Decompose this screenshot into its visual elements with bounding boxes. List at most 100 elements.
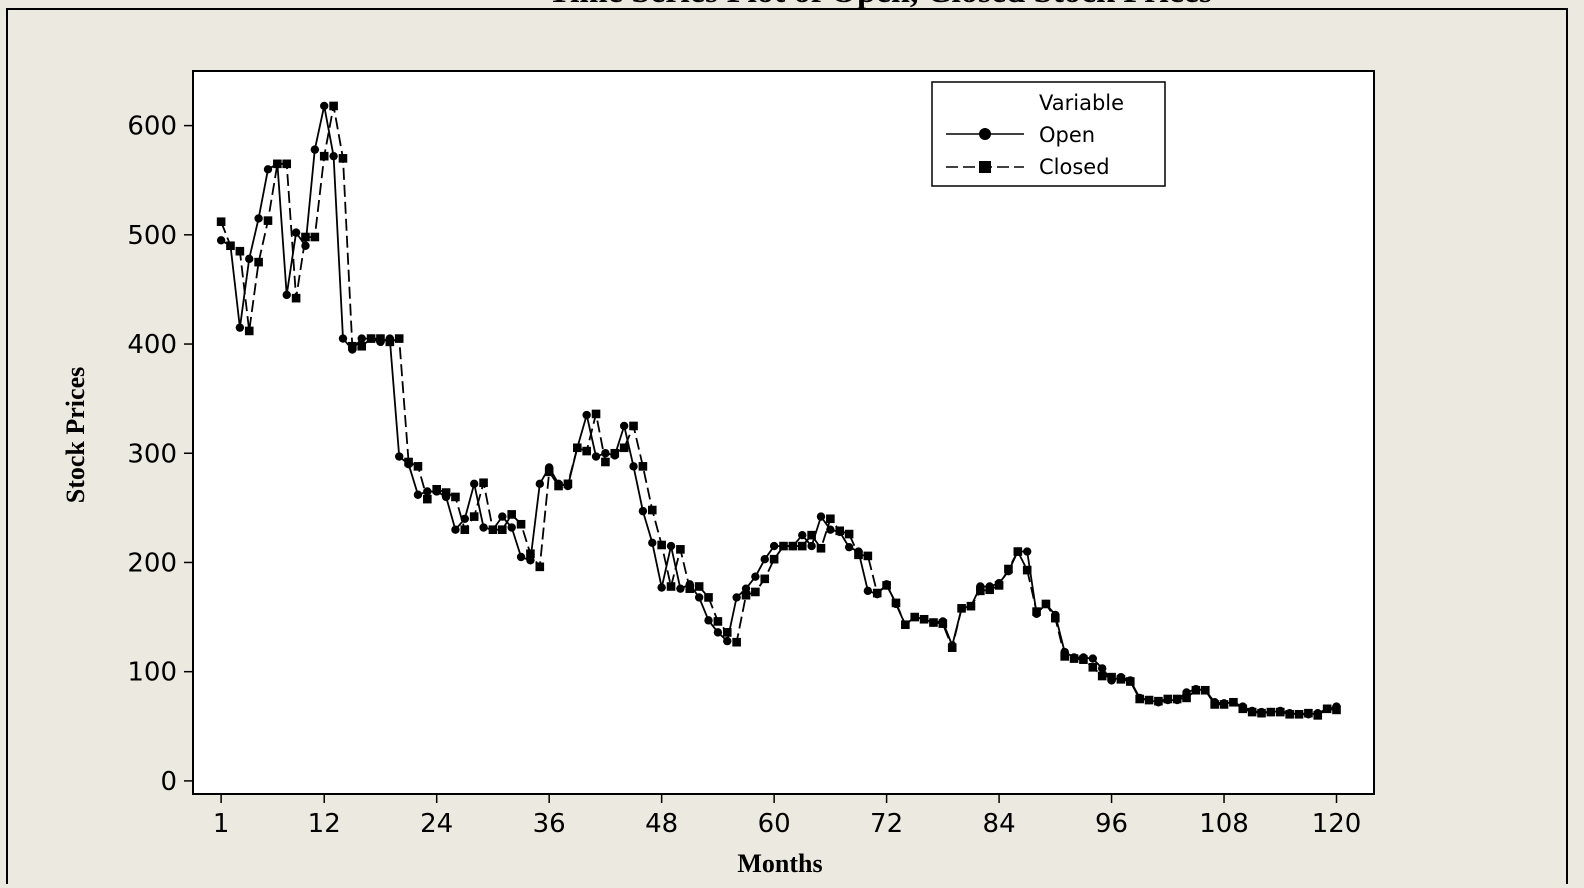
- data-point-closed: [863, 551, 873, 561]
- data-point-open: [254, 214, 263, 223]
- data-point-closed: [732, 637, 741, 647]
- y-tick-label: 300: [127, 439, 177, 469]
- data-point-open: [320, 101, 329, 111]
- data-point-closed: [366, 334, 376, 343]
- data-point-closed: [1022, 565, 1032, 575]
- x-tick-label: 36: [533, 809, 566, 839]
- data-point-closed: [535, 562, 545, 572]
- data-point-closed: [1322, 704, 1332, 714]
- data-point-closed: [1247, 707, 1257, 717]
- data-point-open: [395, 452, 404, 461]
- data-point-closed: [423, 494, 432, 504]
- data-point-closed: [676, 545, 685, 554]
- data-point-open: [704, 616, 713, 625]
- data-point-closed: [901, 620, 910, 630]
- data-point-open: [338, 334, 348, 343]
- data-point-closed: [1332, 705, 1341, 715]
- data-point-open: [826, 525, 835, 534]
- y-tick-label: 400: [127, 330, 177, 360]
- data-point-open: [507, 523, 516, 532]
- data-point-open: [807, 541, 816, 551]
- data-point-closed: [1013, 547, 1023, 556]
- data-point-open: [1097, 664, 1107, 673]
- data-point-closed: [1079, 655, 1088, 664]
- data-point-open: [423, 487, 432, 496]
- data-point-closed: [310, 232, 320, 242]
- data-point-closed: [1182, 693, 1191, 703]
- data-point-closed: [713, 617, 723, 626]
- data-point-closed: [919, 614, 929, 624]
- legend-entry-closed: Closed: [1039, 155, 1110, 179]
- data-point-closed: [1219, 700, 1229, 709]
- data-point-closed: [751, 587, 760, 597]
- data-point-closed: [1313, 711, 1323, 720]
- x-tick-label: 1: [213, 809, 230, 839]
- data-point-closed: [329, 101, 338, 111]
- data-point-closed: [282, 159, 292, 169]
- data-point-closed: [1275, 707, 1285, 717]
- data-point-closed: [413, 462, 423, 471]
- data-point-closed: [254, 257, 263, 267]
- y-axis-label: Stock Prices: [61, 367, 90, 503]
- x-tick-label: 72: [870, 809, 903, 839]
- data-point-closed: [1294, 709, 1304, 719]
- data-point-open: [798, 530, 807, 540]
- data-point-closed: [301, 232, 310, 242]
- series-layer: [216, 101, 1341, 720]
- data-point-closed: [432, 484, 441, 494]
- y-tick-label: 200: [127, 548, 177, 578]
- data-point-open: [741, 584, 751, 593]
- y-tick-label: 500: [127, 221, 177, 251]
- data-point-closed: [826, 514, 835, 524]
- data-point-closed: [582, 446, 591, 456]
- data-point-closed: [1060, 652, 1069, 661]
- data-point-closed: [319, 151, 329, 161]
- data-point-closed: [1200, 685, 1210, 695]
- data-point-closed: [1229, 697, 1238, 707]
- x-tick-label: 96: [1095, 809, 1128, 839]
- data-point-closed: [1135, 694, 1144, 704]
- data-point-closed: [460, 525, 470, 535]
- data-point-closed: [835, 526, 845, 536]
- x-tick-label: 108: [1199, 809, 1249, 839]
- y-tick-label: 600: [127, 112, 177, 142]
- data-point-open: [657, 583, 666, 592]
- data-point-closed: [479, 478, 488, 488]
- data-point-closed: [1257, 708, 1266, 718]
- x-tick-label: 12: [308, 809, 341, 839]
- data-point-closed: [526, 549, 535, 559]
- x-tick-label: 84: [983, 809, 1016, 839]
- data-point-closed: [760, 574, 770, 584]
- data-point-closed: [1172, 694, 1182, 704]
- data-point-closed: [966, 601, 976, 611]
- data-point-closed: [1107, 672, 1116, 682]
- data-point-closed: [1154, 696, 1163, 706]
- series-closed: [216, 101, 1341, 720]
- data-point-closed: [882, 581, 891, 590]
- data-point-closed: [488, 525, 498, 535]
- data-point-closed: [1238, 704, 1248, 714]
- data-point-closed: [516, 519, 526, 529]
- data-point-closed: [685, 584, 695, 593]
- data-point-closed: [657, 540, 666, 550]
- legend-open-marker: [979, 128, 991, 140]
- y-tick-label: 0: [160, 767, 177, 797]
- data-point-closed: [554, 481, 563, 491]
- data-point-open: [732, 593, 741, 602]
- data-point-closed: [929, 618, 938, 627]
- data-point-closed: [872, 588, 882, 598]
- x-axis: 1 12 24 36 48 60 72 84 96 108 120: [213, 794, 1361, 839]
- data-point-open: [460, 514, 470, 523]
- legend: Variable Open Closed: [931, 81, 1166, 187]
- data-point-closed: [694, 582, 704, 591]
- data-point-closed: [451, 492, 460, 502]
- data-point-closed: [385, 337, 395, 347]
- data-point-open: [769, 541, 779, 551]
- data-point-closed: [291, 293, 301, 303]
- data-point-closed: [1116, 675, 1126, 684]
- chart-title: Time Series Plot of Open, Closed Stock P…: [548, 0, 1212, 10]
- data-point-open: [582, 410, 591, 420]
- data-point-closed: [394, 334, 404, 343]
